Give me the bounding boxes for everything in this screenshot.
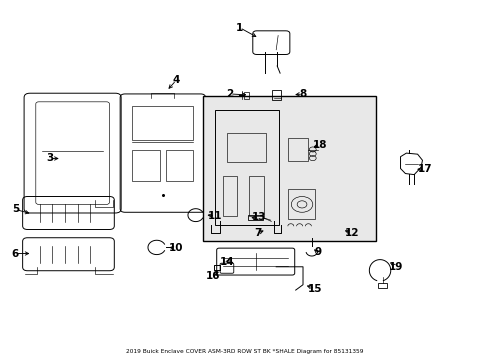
Bar [288,138,307,161]
Bar [377,283,386,288]
Text: 7: 7 [253,228,261,238]
Text: 8: 8 [299,89,306,99]
Text: 9: 9 [313,247,321,257]
Bar [248,215,263,220]
Text: 3: 3 [46,153,53,163]
Text: 6: 6 [12,248,19,258]
Text: 5: 5 [12,204,19,215]
Bar [165,150,193,181]
Bar [132,150,160,181]
Bar [249,176,264,216]
Text: 13: 13 [251,212,266,222]
Bar [227,133,266,162]
Bar [271,90,280,100]
Bar [288,189,315,220]
Text: 1: 1 [236,23,243,33]
Bar [222,176,237,216]
Text: 14: 14 [220,257,234,267]
Text: 12: 12 [344,228,358,238]
Text: 15: 15 [307,284,322,294]
Bar [244,92,249,99]
Text: 4: 4 [172,75,180,85]
Text: 2019 Buick Enclave COVER ASM-3RD ROW ST BK *SHALE Diagram for 85131359: 2019 Buick Enclave COVER ASM-3RD ROW ST … [125,349,363,354]
Text: 17: 17 [417,164,431,174]
Text: 16: 16 [205,271,220,281]
Bar [215,110,278,225]
Bar [132,107,193,140]
Text: 11: 11 [207,211,222,221]
Bar [203,96,375,241]
Text: 10: 10 [169,243,183,253]
Text: 18: 18 [312,140,326,150]
Text: 19: 19 [387,262,402,272]
Text: 2: 2 [226,89,233,99]
